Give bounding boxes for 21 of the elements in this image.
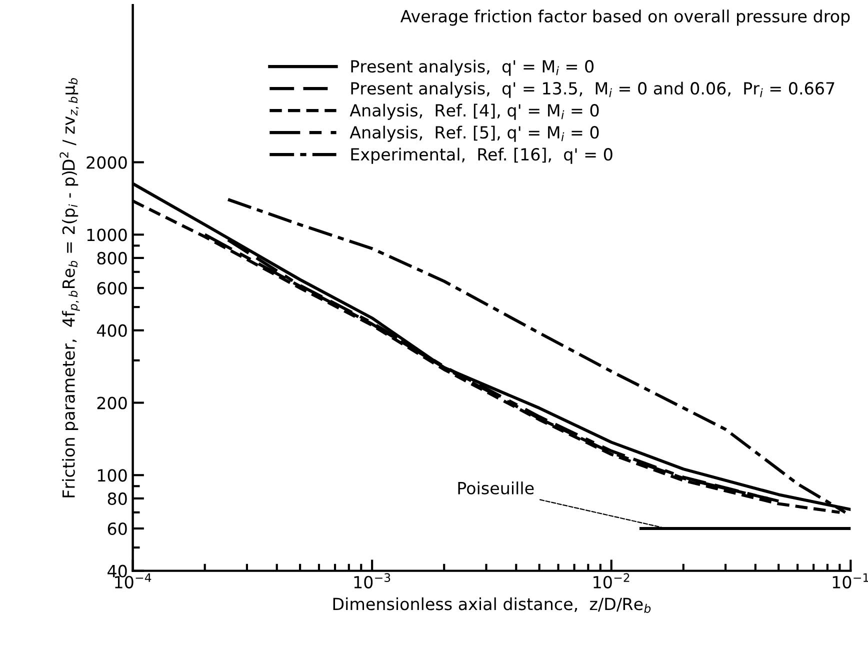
legend-label: Analysis, Ref. [5], q' = M$_{i}$ = 0 (350, 126, 599, 142)
y-tick-label: 60 (108, 522, 127, 536)
y-tick-label: 400 (96, 324, 127, 337)
y-tick-label: 1000 (87, 228, 127, 242)
y-tick-label: 80 (108, 492, 127, 505)
legend-label: Experimental, Ref. [16], q' = 0 (351, 148, 612, 164)
annotation: Poiseuille (458, 482, 534, 494)
legend-label: Analysis, Ref. [4], q' = M$_{i}$ = 0 (350, 104, 599, 120)
y-tick-label: 40 (108, 564, 127, 578)
x-tick-label: 10$^{−2}$ (594, 573, 630, 588)
legend-label: Present analysis, q' = M$_{i}$ = 0 (351, 60, 594, 76)
y-tick-label: 800 (97, 252, 127, 265)
y-tick-label: 100 (98, 469, 127, 482)
y-tick-label: 2000 (86, 156, 127, 169)
y-tick-label: 200 (97, 396, 127, 410)
x-tick-label: 10$^{−3}$ (354, 573, 390, 588)
legend-label: Present analysis, q' = 13.5, M$_{i}$ = 0 and 0.06, Pr$_{i}$ = 0.667 (351, 82, 834, 98)
x-axis-title: Dimensionless axial distance, z/D/Re$_{b}$ (333, 597, 651, 613)
y-tick-label: 600 (97, 282, 127, 295)
text: Friction parameter, 4f$_{p,b}$Re$_{b}$ = 2(p$_{i}$ - p)D$^{2}$ / zv$_{z,b}$μ$_{b}$ (60, 78, 80, 498)
chart-title: Average friction factor based on overall pressure drop (400, 10, 850, 26)
